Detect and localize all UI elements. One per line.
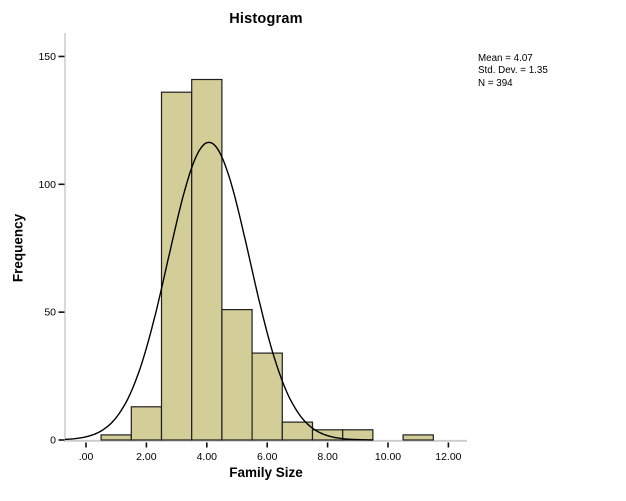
x-tick-label: 2.00 <box>136 451 157 463</box>
x-tick-label: 4.00 <box>197 451 218 463</box>
chart-title: Histogram <box>229 11 303 27</box>
stat-mean: Mean = 4.07 <box>478 53 533 64</box>
y-tick-label: 100 <box>38 179 56 191</box>
histogram-bar <box>130 406 163 441</box>
normal-curve <box>64 141 373 441</box>
stats-annotation: Mean = 4.07 Std. Dev. = 1.35 N = 394 <box>478 53 548 90</box>
histogram-bar <box>100 434 132 441</box>
x-axis-label: Family Size <box>229 465 303 480</box>
histogram-bar <box>251 352 283 441</box>
stat-n: N = 394 <box>478 77 513 89</box>
histogram-bar <box>221 309 253 441</box>
y-tick-label: 50 <box>44 307 56 319</box>
x-tick-label: .00 <box>79 451 94 463</box>
x-tick-label: 12.00 <box>435 451 461 463</box>
histogram-bar <box>191 78 223 441</box>
x-tick-label: 10.00 <box>375 451 401 463</box>
histogram-bar <box>402 434 434 441</box>
y-tick-label: 0 <box>50 435 56 447</box>
y-tick-label: 150 <box>38 51 56 63</box>
x-tick-label: 8.00 <box>317 451 338 463</box>
x-tick-label: 6.00 <box>257 451 278 463</box>
stat-stddev: Std. Dev. = 1.35 <box>478 65 548 77</box>
